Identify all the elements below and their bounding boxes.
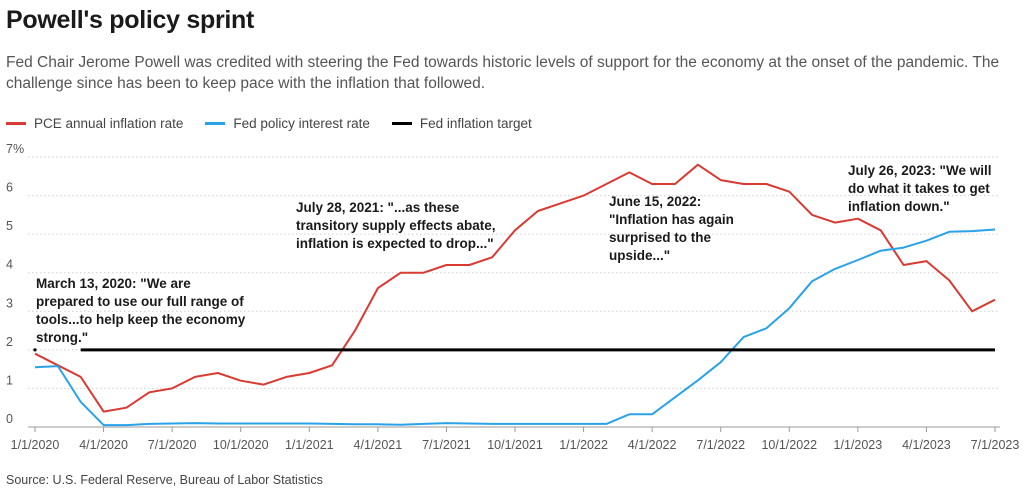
x-tick-label: 4/1/2022 [628, 438, 677, 452]
y-tick-label: 5 [6, 219, 13, 233]
chart-title: Powell's policy sprint [6, 6, 255, 34]
pce-line [34, 163, 996, 413]
legend-label-pce: PCE annual inflation rate [34, 116, 184, 131]
line-chart: 0 1 2 3 4 5 6 7% 1/1/2020 4/1/2020 7/1/2020 10/1/2… [6, 142, 1020, 452]
x-tick-label: 4/1/2021 [354, 438, 403, 452]
x-tick-label: 4/1/2023 [902, 438, 951, 452]
y-axis-ticks: 0 1 2 3 4 5 6 7% [6, 142, 24, 426]
chart-subtitle: Fed Chair Jerome Powell was credited wit… [6, 54, 1000, 92]
annotation-line: July 28, 2021: "...as these [296, 200, 460, 215]
annotation-line: transitory supply effects abate, [296, 218, 496, 233]
annotation-line: July 26, 2023: "We will [848, 163, 991, 178]
x-tick-label: 10/1/2021 [487, 438, 543, 452]
x-tick-label: 7/1/2021 [422, 438, 471, 452]
x-tick-label: 7/1/2020 [148, 438, 197, 452]
x-tick-label: 4/1/2020 [79, 438, 128, 452]
y-tick-label: 1 [6, 373, 13, 387]
x-tick-label: 1/1/2023 [834, 438, 883, 452]
annotation-text: March 13, 2020: "We are prepared to use o… [36, 276, 246, 345]
x-tick-label: 10/1/2020 [213, 438, 269, 452]
annotation-text: July 26, 2023: "We will do what it takes … [848, 163, 991, 214]
annotation-text: June 15, 2022: "Inflation has again surpri… [609, 194, 734, 263]
legend-swatch-pce [6, 122, 26, 125]
y-tick-label: 7% [6, 142, 24, 156]
y-tick-label: 4 [6, 258, 13, 272]
chart-legend: PCE annual inflation rate Fed policy int… [6, 116, 532, 131]
x-axis-ticks: 1/1/2020 4/1/2020 7/1/2020 10/1/2020 1/1/202… [11, 427, 1020, 452]
annotation-line: prepared to use our full range of [36, 294, 244, 309]
annotation-line: June 15, 2022: [609, 194, 701, 209]
rate-line [34, 228, 996, 427]
legend-swatch-target [391, 122, 412, 125]
source-note: Source: U.S. Federal Reserve, Bureau of … [6, 473, 323, 487]
y-tick-label: 6 [6, 181, 13, 195]
annotation-line: tools...to help keep the economy [36, 312, 246, 327]
x-tick-label: 1/1/2021 [285, 438, 334, 452]
x-tick-label: 10/1/2022 [761, 438, 817, 452]
x-tick-label: 1/1/2022 [559, 438, 608, 452]
annotation-line: inflation down." [848, 199, 950, 214]
legend-item-rate: Fed policy interest rate [205, 116, 370, 131]
y-tick-label: 2 [6, 335, 13, 349]
legend-label-target: Fed inflation target [419, 116, 532, 131]
legend-item-target: Fed inflation target [391, 116, 532, 131]
legend-item-pce: PCE annual inflation rate [6, 116, 183, 131]
x-tick-label: 1/1/2020 [11, 438, 60, 452]
annotation-line: do what it takes to get [848, 181, 990, 196]
annotation-line: strong." [36, 330, 88, 345]
annotation-text: July 28, 2021: "...as these transitory su… [296, 200, 496, 251]
series-lines [33, 163, 996, 427]
x-tick-label: 7/1/2022 [696, 438, 745, 452]
y-tick-label: 3 [6, 296, 13, 310]
annotation-line: inflation is expected to drop..." [296, 236, 494, 251]
annotation-marker [33, 348, 37, 352]
legend-swatch-rate [205, 122, 226, 125]
grid-lines [28, 156, 1000, 428]
annotation-line: March 13, 2020: "We are [36, 276, 191, 291]
x-tick-label: 7/1/2023 [971, 438, 1020, 452]
annotation-line: "Inflation has again [609, 212, 734, 227]
annotation-line: upside..." [609, 248, 670, 263]
annotation-line: surprised to the [609, 230, 712, 245]
legend-label-rate: Fed policy interest rate [233, 116, 370, 131]
y-tick-label: 0 [6, 412, 13, 426]
annotations: March 13, 2020: "We are prepared to use o… [36, 163, 991, 345]
